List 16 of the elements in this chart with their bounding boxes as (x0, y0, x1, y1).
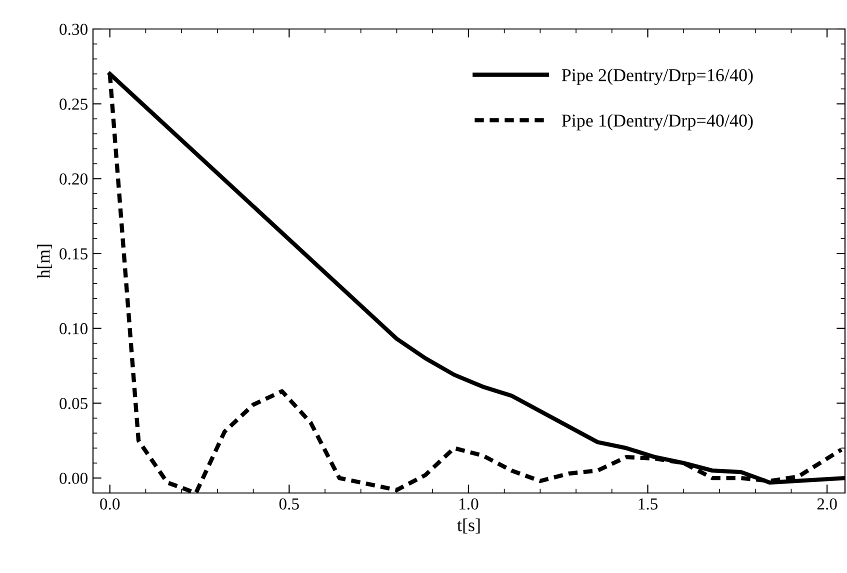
y-tick-label: 0.30 (60, 24, 88, 36)
y-tick-label: 0.05 (60, 398, 88, 410)
x-tick-label: 0.5 (279, 498, 299, 510)
legend-label: Pipe 2(Dentry/Drp=16/40) (562, 68, 753, 85)
legend-label: Pipe 1(Dentry/Drp=40/40) (562, 114, 753, 130)
x-axis-title: t[s] (457, 518, 480, 534)
x-tick-label: 1.5 (638, 498, 658, 510)
x-tick-label: 1.0 (460, 498, 478, 510)
y-tick-label: 0.15 (60, 248, 88, 260)
y-tick-label: 0.10 (60, 323, 88, 334)
y-tick-label: 0.20 (60, 173, 88, 185)
x-tick-label: 0.0 (100, 498, 120, 510)
y-tick-label: 0.25 (60, 98, 88, 110)
x-tick-label: 2.0 (817, 498, 837, 510)
y-axis-title: h[m] (37, 244, 52, 278)
y-tick-label: 0.00 (60, 472, 88, 484)
